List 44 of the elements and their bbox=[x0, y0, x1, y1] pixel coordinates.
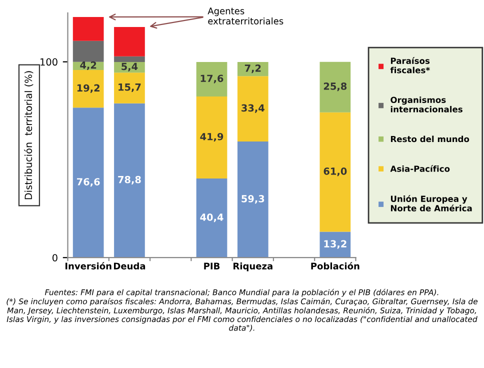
data-label: 59,3 bbox=[242, 195, 264, 204]
y-tick-label: 100 bbox=[40, 58, 58, 66]
bar bbox=[114, 72, 145, 104]
bar bbox=[320, 62, 351, 112]
annotation: Agentes extraterritoriales bbox=[208, 8, 284, 24]
data-label: 15,7 bbox=[118, 84, 141, 92]
bar bbox=[196, 178, 228, 258]
data-label: 5,4 bbox=[122, 62, 138, 72]
data-label: 4,2 bbox=[80, 61, 96, 70]
y-tick-label: 0 bbox=[52, 254, 58, 262]
bar bbox=[72, 16, 104, 41]
data-label: 41,9 bbox=[200, 132, 224, 142]
bar bbox=[237, 142, 268, 258]
x-tick-label: Riqueza bbox=[234, 262, 272, 272]
data-label: 7,2 bbox=[244, 64, 261, 74]
bar bbox=[196, 96, 228, 179]
legend-label: Unión Europea y Norte de América bbox=[390, 195, 472, 212]
legend-label: Organismos internacionales bbox=[390, 96, 462, 112]
bar bbox=[237, 76, 268, 142]
x-tick-label: PIB bbox=[204, 262, 220, 270]
y-axis-title: Distribución territorial (%) bbox=[24, 71, 34, 200]
bar bbox=[114, 103, 145, 258]
data-label: 61,0 bbox=[324, 168, 347, 176]
x-tick-label: Inversión bbox=[65, 262, 112, 270]
data-label: 33,4 bbox=[242, 104, 264, 113]
data-label: 17,6 bbox=[200, 74, 224, 84]
bar bbox=[114, 26, 145, 56]
legend-label: Asia-Pacífico bbox=[390, 165, 450, 172]
bar bbox=[72, 40, 104, 62]
bar bbox=[72, 108, 104, 258]
bar bbox=[72, 70, 104, 108]
data-label: 76,6 bbox=[76, 178, 100, 187]
bar bbox=[114, 56, 145, 62]
data-label: 78,8 bbox=[118, 176, 141, 185]
data-label: 19,2 bbox=[77, 84, 100, 93]
bar bbox=[196, 62, 228, 96]
data-label: 13,2 bbox=[324, 240, 346, 249]
data-label: 25,8 bbox=[324, 82, 347, 92]
legend-label: Resto del mundo bbox=[390, 136, 470, 142]
data-label: 40,4 bbox=[200, 214, 224, 222]
x-tick-label: Deuda bbox=[114, 262, 146, 270]
bar bbox=[320, 112, 351, 232]
legend-label: Paraísos fiscales* bbox=[390, 57, 430, 74]
x-tick-label: Población bbox=[311, 262, 360, 270]
